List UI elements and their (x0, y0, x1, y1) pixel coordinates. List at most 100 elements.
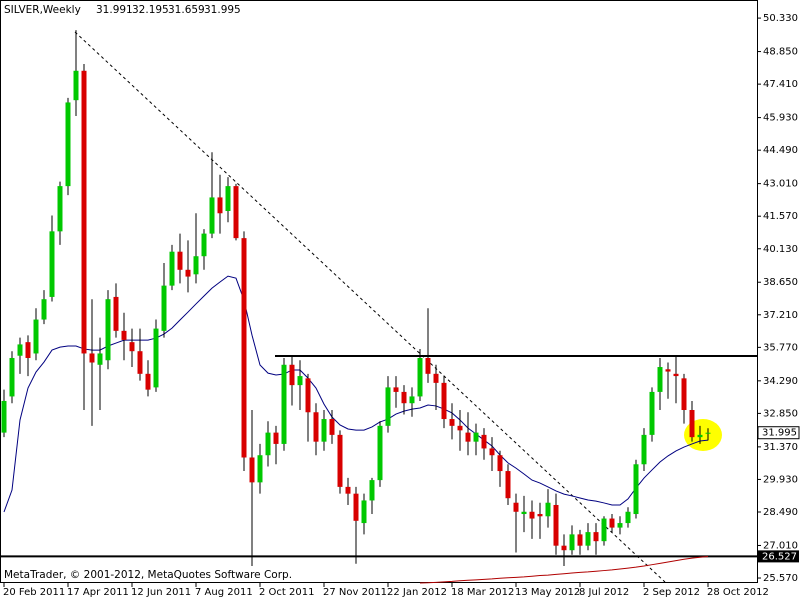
candle-body (529, 511, 535, 519)
candle-body (689, 409, 695, 438)
candle-body (321, 419, 327, 442)
candle-body (609, 518, 615, 528)
candle-body (601, 518, 607, 542)
candle-body (73, 70, 79, 101)
price-box (757, 426, 800, 440)
candle-body (377, 425, 383, 481)
candle-body (97, 353, 103, 365)
candle-body (697, 434, 703, 438)
candle-body (273, 432, 279, 444)
candle-body (265, 432, 271, 456)
candle-body (353, 493, 359, 521)
candle-body (241, 238, 247, 458)
candle-body (113, 296, 119, 331)
candle-body (521, 511, 527, 515)
candle-body (425, 357, 431, 374)
candle-body (465, 432, 471, 442)
candle-body (641, 434, 647, 465)
candle-body (225, 186, 231, 211)
candle-body (361, 500, 367, 524)
y-tick-label: 28.490 (763, 507, 798, 518)
candle-body (481, 434, 487, 449)
candle-body (57, 186, 63, 232)
x-tick-label: 28 Oct 2012 (707, 587, 769, 598)
y-tick-label: 47.410 (763, 79, 798, 90)
y-tick-label: 43.010 (763, 179, 798, 190)
candle-body (617, 523, 623, 528)
candle-body (417, 357, 423, 397)
candle-body (105, 299, 111, 361)
y-tick-label: 45.930 (763, 113, 798, 124)
candle-body (569, 534, 575, 551)
candle-body (257, 455, 263, 483)
candle-body (1, 400, 7, 433)
y-tick-label: 40.130 (763, 244, 798, 255)
candle-body (153, 328, 159, 388)
candle-body (217, 197, 223, 214)
candle-body (161, 285, 167, 331)
candle-body (329, 419, 335, 435)
candle-body (553, 504, 559, 546)
candle-body (401, 391, 407, 404)
hline-price-label: 26.527 (762, 551, 797, 562)
header-low: 31.659 (168, 4, 205, 16)
candle-body (393, 387, 399, 392)
hline-price-box (758, 550, 799, 563)
candle-body (505, 471, 511, 499)
candle-body (201, 233, 207, 257)
candle-body (473, 432, 479, 442)
y-tick-label: 25.570 (763, 573, 798, 584)
x-tick-label: 2 Sep 2012 (643, 587, 700, 598)
candle-body (209, 197, 215, 234)
x-tick-label: 18 Mar 2012 (451, 587, 514, 598)
candle-body (9, 357, 15, 397)
candle-body (17, 344, 23, 356)
candle-body (121, 330, 127, 340)
candle-body (657, 367, 663, 392)
candle-body (665, 369, 671, 372)
y-tick-label: 29.930 (763, 474, 798, 485)
y-tick-label: 41.570 (763, 211, 798, 222)
candle-body (313, 412, 319, 442)
footer: MetaTrader, © 2001-2012, MetaQuotes Soft… (4, 569, 292, 581)
candle-body (433, 373, 439, 383)
candle-body (25, 342, 31, 358)
candle-body (593, 532, 599, 542)
candle-body (289, 364, 295, 386)
candle-body (385, 387, 391, 426)
candle-body (249, 457, 255, 483)
y-tick-label: 50.330 (763, 13, 798, 24)
candle-body (705, 432, 711, 434)
x-tick-label: 27 Nov 2011 (323, 587, 387, 598)
x-tick-label: 8 Jul 2012 (579, 587, 629, 598)
candle-body (561, 545, 567, 551)
candle-body (89, 353, 95, 363)
candle-body (625, 511, 631, 524)
candle-body (41, 299, 47, 320)
x-tick-label: 12 Jun 2011 (131, 587, 191, 598)
candle-body (169, 251, 175, 286)
candle-body (49, 231, 55, 297)
y-tick-label: 27.010 (763, 540, 798, 551)
candle-body (177, 251, 183, 270)
candle-body (145, 373, 151, 390)
candle-body (65, 102, 71, 187)
candle-body (545, 502, 551, 517)
x-tick-label: 17 Apr 2011 (67, 587, 129, 598)
candle-body (673, 373, 679, 377)
candle-body (137, 351, 143, 374)
moving-average-line (419, 556, 709, 584)
candle-body (305, 378, 311, 413)
candle-body (409, 396, 415, 404)
candle-body (233, 186, 239, 239)
candle-body (297, 376, 303, 386)
trend-line (74, 31, 666, 583)
candle-body (193, 256, 199, 275)
candle-body (513, 502, 519, 512)
y-tick-label: 31.370 (763, 442, 798, 453)
header-open: 31.991 (96, 4, 133, 16)
plot-frame (0, 0, 758, 583)
candle-body (449, 419, 455, 426)
y-tick-label: 44.490 (763, 145, 798, 156)
marks (0, 30, 757, 584)
